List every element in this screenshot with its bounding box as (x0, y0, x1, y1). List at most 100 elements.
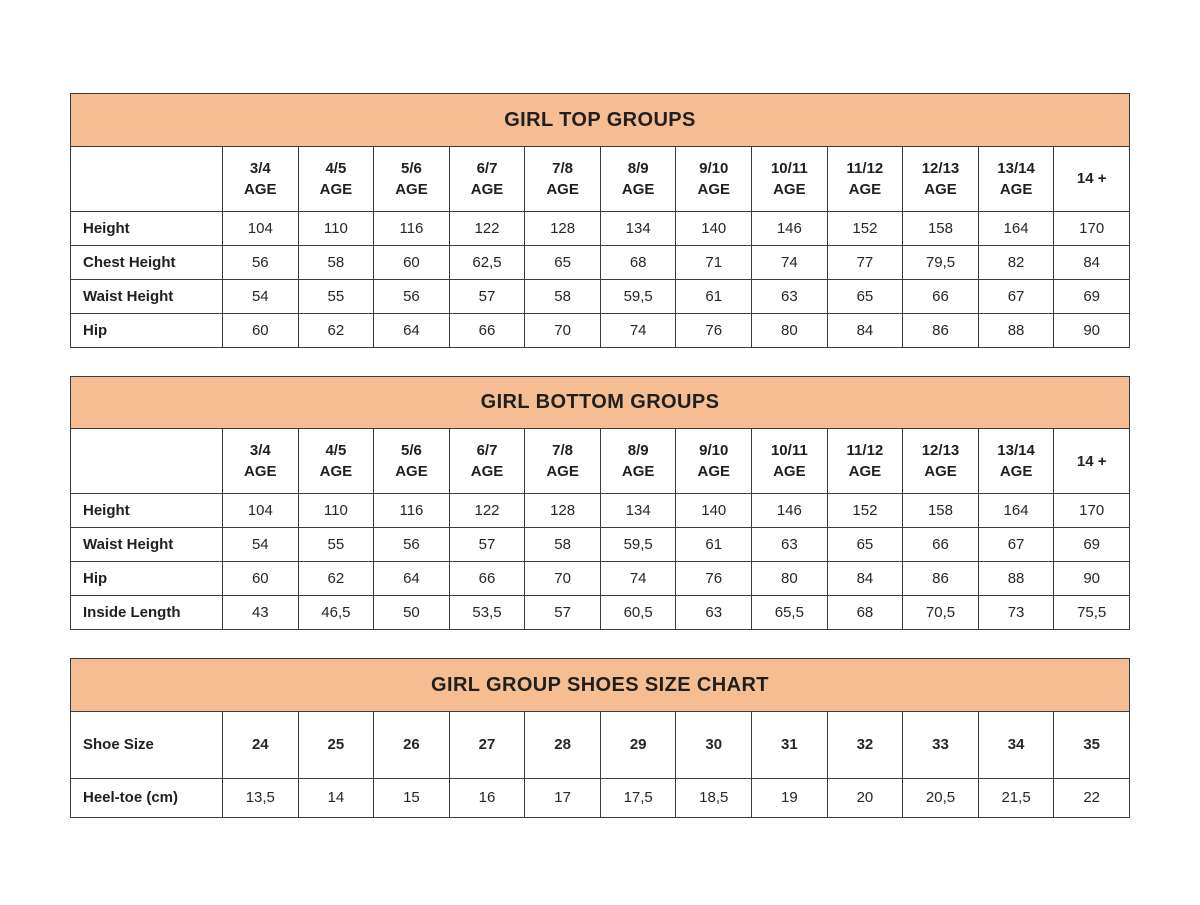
value-cell: 164 (977, 210, 1055, 246)
value-cell: 152 (826, 493, 904, 528)
value-cell: 65,5 (751, 595, 828, 630)
value-cell: 65 (826, 527, 904, 562)
value-cell: 158 (902, 210, 979, 246)
value-cell: 17 (524, 777, 601, 818)
value-cell: 22 (1053, 777, 1130, 818)
value-cell: 14 (297, 777, 375, 818)
value-cell: 28 (524, 710, 601, 779)
value-cell: 60 (222, 561, 299, 596)
value-cell: 70,5 (902, 595, 979, 630)
value-cell: 43 (222, 595, 299, 630)
value-cell: 152 (826, 210, 904, 246)
value-cell: 21,5 (977, 777, 1055, 818)
value-cell: 74 (599, 561, 677, 596)
value-cell: 74 (599, 312, 677, 348)
value-cell: 60 (373, 244, 450, 280)
age-column-header: 13/14 AGE (977, 428, 1055, 494)
value-cell: 76 (675, 561, 753, 596)
value-cell: 53,5 (448, 595, 526, 630)
value-cell: 128 (524, 210, 601, 246)
value-cell: 61 (675, 278, 753, 314)
value-cell: 58 (297, 244, 375, 280)
value-cell: 57 (524, 595, 601, 630)
age-column-header: 14 + (1053, 145, 1130, 212)
value-cell: 140 (675, 493, 753, 528)
age-column-header: 7/8 AGE (524, 145, 601, 212)
value-cell: 59,5 (599, 278, 677, 314)
value-cell: 64 (373, 312, 450, 348)
age-column-header: 10/11 AGE (751, 145, 828, 212)
row-label: Heel-toe (cm) (70, 777, 223, 818)
value-cell: 122 (448, 493, 526, 528)
value-cell: 13,5 (222, 777, 299, 818)
value-cell: 59,5 (599, 527, 677, 562)
age-column-header: 11/12 AGE (826, 428, 904, 494)
value-cell: 70 (524, 312, 601, 348)
value-cell: 24 (222, 710, 299, 779)
value-cell: 82 (977, 244, 1055, 280)
value-cell: 70 (524, 561, 601, 596)
value-cell: 54 (222, 278, 299, 314)
value-cell: 60,5 (599, 595, 677, 630)
value-cell: 63 (751, 527, 828, 562)
value-cell: 170 (1053, 493, 1130, 528)
value-cell: 20,5 (902, 777, 979, 818)
value-cell: 68 (599, 244, 677, 280)
value-cell: 31 (751, 710, 828, 779)
value-cell: 35 (1053, 710, 1130, 779)
age-column-header: 9/10 AGE (675, 145, 753, 212)
value-cell: 56 (373, 278, 450, 314)
value-cell: 18,5 (675, 777, 753, 818)
age-column-header: 4/5 AGE (297, 428, 375, 494)
row-label: Chest Height (70, 244, 223, 280)
value-cell: 61 (675, 527, 753, 562)
value-cell: 46,5 (297, 595, 375, 630)
value-cell: 60 (222, 312, 299, 348)
table-row: Chest Height 56 58 60 62,5 65 68 71 74 77 79,5 82 84 (70, 244, 1130, 280)
row-label: Waist Height (70, 527, 223, 562)
age-column-header: 5/6 AGE (373, 428, 450, 494)
value-cell: 90 (1053, 312, 1130, 348)
value-cell: 67 (977, 278, 1055, 314)
value-cell: 73 (977, 595, 1055, 630)
value-cell: 62 (297, 561, 375, 596)
value-cell: 62,5 (448, 244, 526, 280)
table-girl-bottom-groups: GIRL BOTTOM GROUPS 3/4 AGE 4/5 AGE 5/6 AGE… (70, 375, 1130, 630)
value-cell: 110 (297, 210, 375, 246)
value-cell: 134 (599, 210, 677, 246)
row-label: Waist Height (70, 278, 223, 314)
age-column-header: 13/14 AGE (977, 145, 1055, 212)
value-cell: 66 (448, 561, 526, 596)
value-cell: 104 (222, 210, 299, 246)
age-column-header: 12/13 AGE (902, 145, 979, 212)
table-row: Height 104 110 116 122 128 134 140 146 152 158 164 1… (70, 493, 1130, 528)
age-column-header: 12/13 AGE (902, 428, 979, 494)
row-label: Inside Length (70, 595, 223, 630)
value-cell: 116 (373, 493, 450, 528)
value-cell: 75,5 (1053, 595, 1130, 630)
value-cell: 84 (826, 312, 904, 348)
value-cell: 56 (373, 527, 450, 562)
value-cell: 66 (902, 527, 979, 562)
value-cell: 88 (977, 561, 1055, 596)
empty-corner-cell (70, 145, 223, 212)
value-cell: 62 (297, 312, 375, 348)
value-cell: 15 (373, 777, 450, 818)
value-cell: 57 (448, 278, 526, 314)
value-cell: 25 (297, 710, 375, 779)
row-label: Height (70, 493, 223, 528)
value-cell: 54 (222, 527, 299, 562)
table-row: Hip 60 62 64 66 70 74 76 80 84 86 88 90 (70, 561, 1130, 596)
value-cell: 128 (524, 493, 601, 528)
value-cell: 116 (373, 210, 450, 246)
table-title-girl-bottom-groups: GIRL BOTTOM GROUPS (70, 375, 1130, 430)
table-row: Height 104 110 116 122 128 134 140 146 152 158 164 1… (70, 210, 1130, 246)
age-column-header: 3/4 AGE (222, 145, 299, 212)
value-cell: 140 (675, 210, 753, 246)
value-cell: 65 (826, 278, 904, 314)
value-cell: 17,5 (599, 777, 677, 818)
size-chart-page: GIRL TOP GROUPS 3/4 AGE 4/5 AGE 5/6 AGE 6/7… (70, 93, 1130, 846)
age-column-header: 14 + (1053, 428, 1130, 494)
value-cell: 104 (222, 493, 299, 528)
value-cell: 170 (1053, 210, 1130, 246)
